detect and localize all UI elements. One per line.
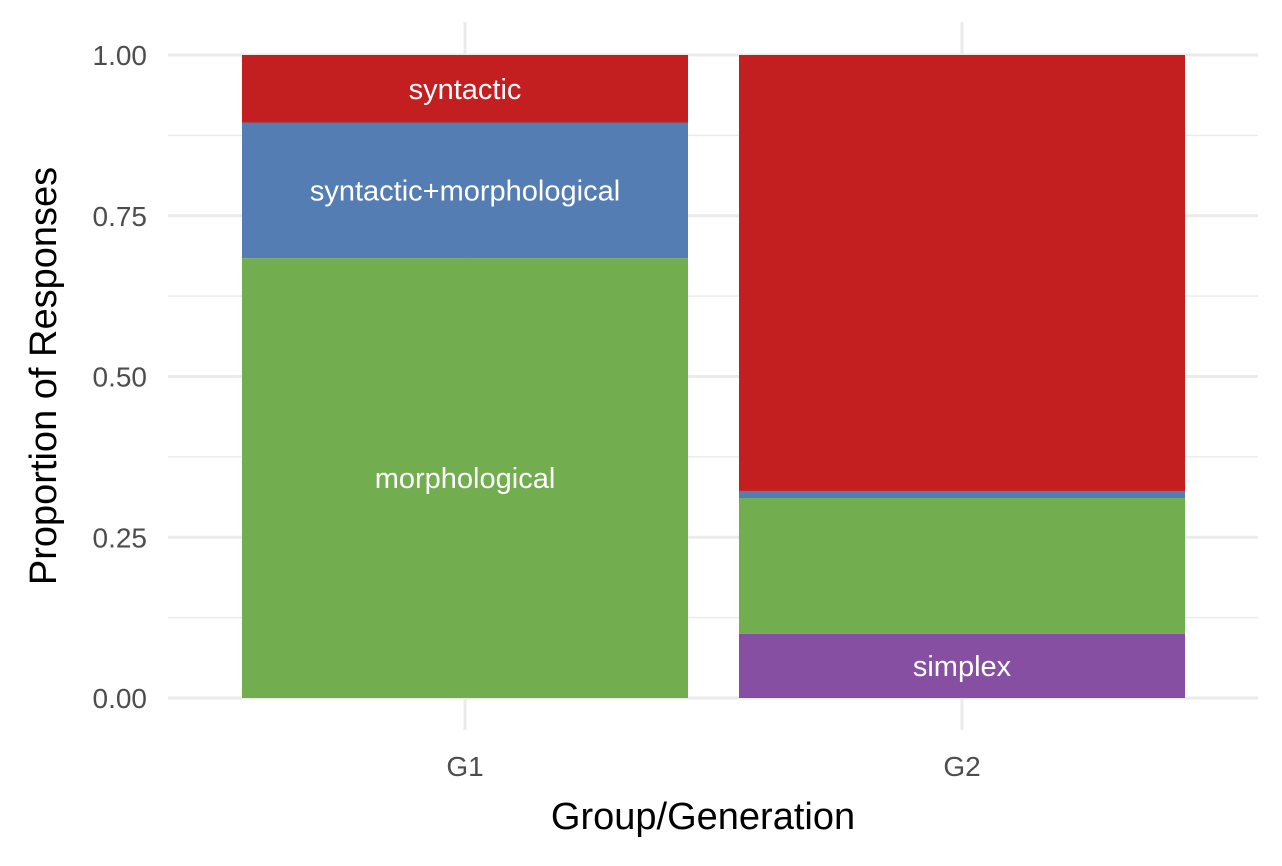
bar-segment-g2-morphological <box>739 498 1185 634</box>
segment-label: syntactic <box>409 74 522 106</box>
y-tick-label: 0.25 <box>93 522 148 553</box>
bar-segment-g1-syntactic <box>242 55 688 123</box>
bars <box>242 55 1185 698</box>
bar-segment-g1-morphological <box>242 258 688 698</box>
y-tick-label: 0.00 <box>93 683 148 714</box>
segment-label: simplex <box>913 651 1012 683</box>
y-tick-label: 0.50 <box>93 362 148 393</box>
x-tick-label: G2 <box>943 751 980 782</box>
segment-label: morphological <box>375 463 556 495</box>
y-axis-ticks: 0.00 0.25 0.50 0.75 1.00 <box>93 40 148 714</box>
x-tick-label: G1 <box>446 751 483 782</box>
segment-labels: morphological syntactic+morphological synt… <box>310 74 1012 683</box>
y-tick-label: 1.00 <box>93 40 148 71</box>
y-axis-title: Proportion of Responses <box>23 167 65 585</box>
segment-label: syntactic+morphological <box>310 175 620 207</box>
bar-segment-g2-simplex <box>739 633 1185 698</box>
x-axis-ticks: G1 G2 <box>446 751 980 782</box>
bar-segment-g2-syntactic <box>739 55 1185 491</box>
y-tick-label: 0.75 <box>93 201 148 232</box>
bar-segment-g2-syntactic-morphological <box>739 490 1185 499</box>
x-axis-title: Group/Generation <box>551 796 855 838</box>
bar-segment-g1-syntactic-morphological <box>242 122 688 259</box>
